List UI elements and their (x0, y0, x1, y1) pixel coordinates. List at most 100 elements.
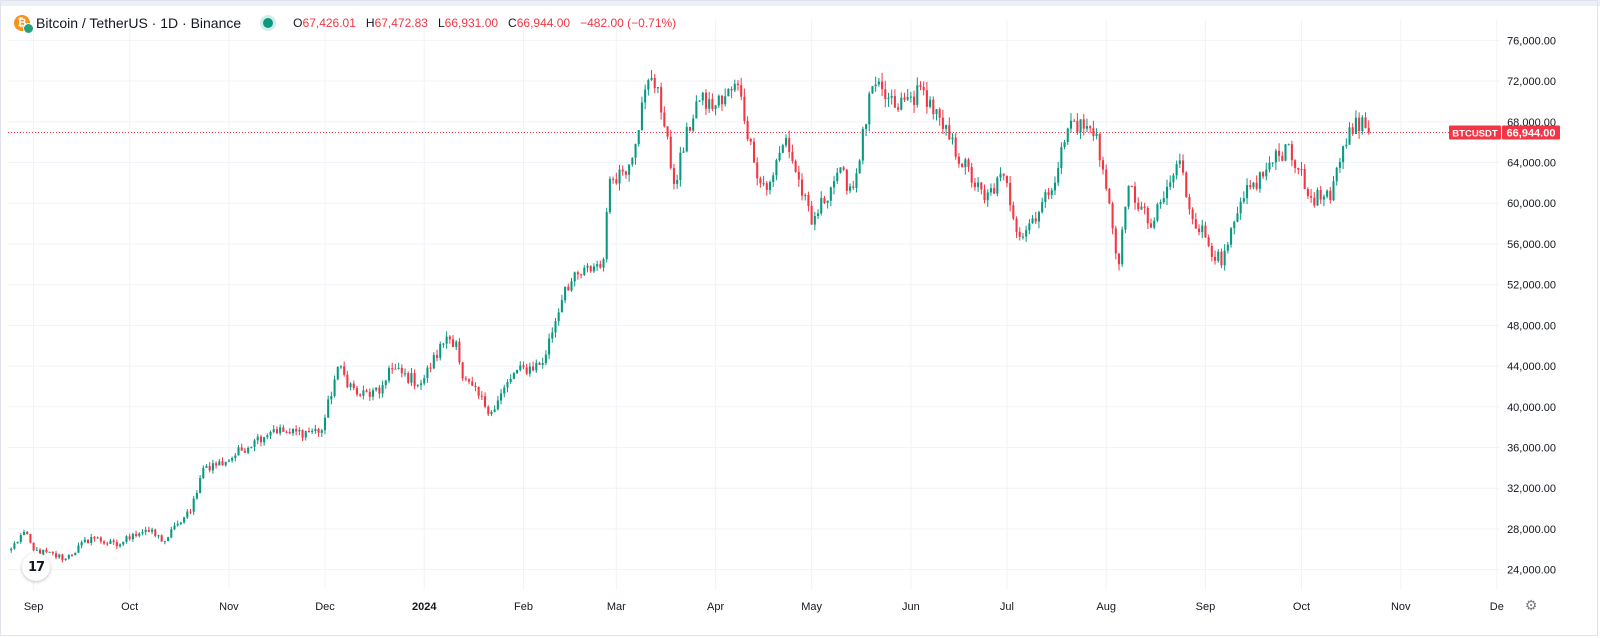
candle-body (522, 365, 525, 368)
candle-body (413, 373, 416, 386)
candle (1217, 249, 1220, 263)
candle-body (154, 529, 157, 536)
candle (141, 529, 144, 536)
candle-body (874, 84, 877, 87)
candle-body (1105, 169, 1108, 189)
candle (1018, 227, 1021, 241)
candle (16, 541, 19, 544)
candle-body (1156, 204, 1159, 221)
candle-body (1351, 127, 1354, 134)
candle (663, 106, 666, 128)
candle-body (10, 548, 13, 551)
candle-body (615, 179, 618, 184)
candle (503, 384, 506, 398)
candle-body (599, 264, 602, 268)
candle (743, 88, 746, 125)
price-tick-label: 32,000.00 (1507, 483, 1556, 495)
candle (29, 533, 32, 544)
candle-body (128, 536, 131, 540)
gear-icon[interactable]: ⚙ (1524, 597, 1538, 613)
candle-body (147, 529, 150, 532)
candle-body (775, 160, 778, 176)
candle (810, 201, 813, 225)
candle (816, 209, 820, 220)
candle-body (682, 151, 685, 153)
candle-body (1194, 219, 1197, 229)
candle (1085, 118, 1089, 133)
candle-body (1021, 236, 1024, 238)
candle (138, 532, 141, 538)
candle (980, 182, 983, 195)
candle (544, 350, 547, 366)
candle (1201, 219, 1204, 239)
candle (1175, 160, 1178, 180)
candle (1037, 210, 1040, 229)
tradingview-logo-icon[interactable]: 17 (22, 553, 50, 581)
candle (909, 91, 912, 103)
candle (541, 357, 544, 369)
symbol-title[interactable]: Bitcoin / TetherUS · 1D · Binance (36, 15, 242, 31)
candle (925, 81, 928, 114)
candle-body (464, 378, 467, 380)
bitcoin-tether-icon[interactable]: ₿ (14, 15, 34, 34)
candle-body (381, 385, 384, 394)
candle (227, 458, 230, 463)
candle-body (708, 99, 711, 109)
candle (852, 180, 855, 191)
candle (1204, 221, 1207, 238)
candle (596, 260, 599, 271)
candle (938, 107, 941, 126)
candle (122, 541, 125, 547)
candle (298, 427, 301, 436)
time-tick-label: Sep (24, 601, 44, 613)
candle (1002, 173, 1005, 181)
candle (615, 172, 618, 185)
candle-body (38, 549, 42, 555)
candle-body (1303, 169, 1306, 190)
candle (394, 363, 397, 370)
candle-body (106, 543, 109, 545)
candle (186, 508, 189, 520)
candle-body (51, 551, 54, 554)
candle-body (1121, 229, 1124, 265)
candle-body (778, 152, 781, 161)
candle (932, 96, 935, 120)
candle-body (576, 272, 579, 275)
candle-body (1162, 198, 1165, 203)
candle-body (35, 549, 38, 551)
candle-body (608, 178, 611, 213)
candle-body (1338, 162, 1341, 168)
candle (861, 126, 864, 165)
candle-body (672, 168, 675, 184)
bitcoin-icon: ₿ (17, 17, 27, 29)
candle (426, 365, 429, 383)
candle-body (637, 130, 640, 145)
candle-body (868, 93, 871, 125)
candle (829, 186, 832, 207)
candle (935, 108, 938, 121)
candle-body (913, 96, 916, 105)
candle-body (845, 169, 848, 191)
candle (618, 164, 621, 191)
candle (183, 516, 186, 524)
candle (253, 438, 256, 452)
market-status-icon[interactable] (263, 18, 274, 28)
candle (589, 265, 592, 273)
candle-body (1047, 192, 1050, 196)
candle (1121, 226, 1124, 267)
candle (640, 96, 643, 131)
candle (154, 528, 157, 538)
candle (749, 137, 752, 146)
candle-body (138, 533, 141, 536)
candle-body (263, 437, 266, 443)
candle (1066, 127, 1069, 145)
candle-body (269, 431, 272, 436)
candle-body (666, 126, 669, 137)
candle-body (387, 368, 391, 381)
candle-body (1287, 144, 1290, 146)
time-tick-label: Sep (1196, 601, 1216, 613)
candle (346, 371, 349, 389)
candle-body (544, 354, 547, 364)
candle (1239, 197, 1242, 220)
